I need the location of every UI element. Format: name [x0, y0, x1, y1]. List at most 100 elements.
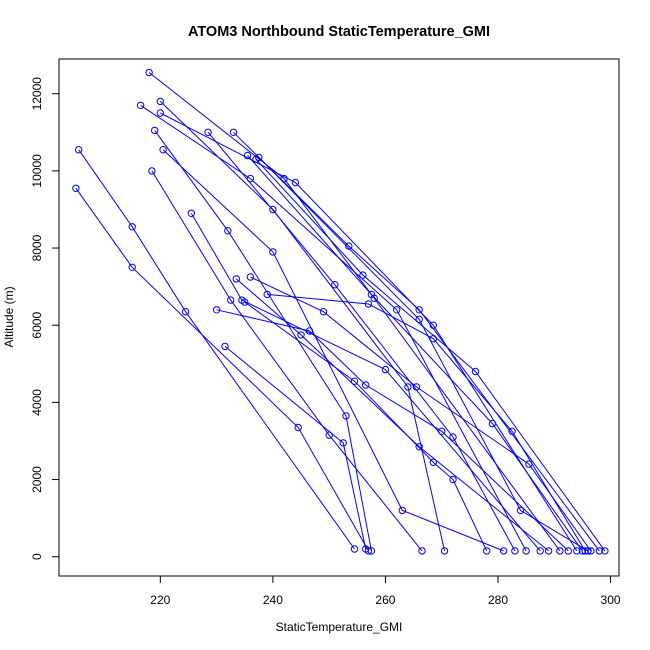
- series-line: [75, 188, 369, 552]
- series-line: [250, 276, 592, 552]
- data-point: [342, 412, 350, 420]
- series-line: [151, 170, 423, 552]
- y-tick-label: 4000: [30, 389, 44, 416]
- data-point: [269, 248, 277, 256]
- data-point: [398, 506, 406, 515]
- data-point: [221, 342, 229, 351]
- y-tick-label: 6000: [30, 312, 44, 339]
- data-point: [393, 306, 401, 314]
- series-19: [246, 273, 595, 555]
- data-point: [367, 290, 376, 299]
- data-point: [556, 547, 564, 555]
- y-tick-label: 2000: [30, 466, 44, 493]
- data-point: [145, 68, 153, 77]
- series-8: [159, 146, 508, 555]
- data-point: [128, 223, 136, 231]
- series-line: [148, 72, 561, 552]
- data-point: [429, 458, 437, 466]
- series-line: [159, 101, 445, 552]
- data-point: [263, 290, 271, 299]
- data-point: [573, 547, 581, 555]
- series-18: [232, 275, 553, 555]
- series-line: [207, 131, 516, 552]
- series-line: [216, 309, 569, 552]
- series-21: [241, 298, 491, 555]
- data-point: [449, 475, 457, 484]
- series-1: [75, 146, 359, 553]
- y-tick-label: 0: [30, 553, 44, 560]
- chart-title: ATOM3 Northbound StaticTemperature_GMI: [188, 24, 490, 40]
- series-5: [156, 97, 449, 555]
- y-tick-label: 8000: [30, 234, 44, 261]
- data-point: [404, 383, 412, 391]
- series-line: [140, 104, 527, 552]
- data-point: [359, 271, 367, 279]
- data-point: [350, 545, 359, 553]
- data-point: [294, 423, 302, 432]
- data-point: [499, 547, 508, 555]
- data-point: [305, 327, 314, 335]
- data-point: [429, 335, 437, 343]
- series-2: [72, 184, 373, 555]
- y-axis-label: Altitude (m): [2, 286, 16, 347]
- x-tick-label: 220: [150, 593, 170, 607]
- data-point: [229, 128, 238, 137]
- data-point: [522, 547, 530, 555]
- data-point: [483, 547, 491, 555]
- data-point: [331, 281, 339, 289]
- data-point: [601, 547, 609, 555]
- data-point: [243, 151, 252, 160]
- data-point: [350, 377, 359, 385]
- data-point: [471, 367, 480, 376]
- data-point: [75, 146, 83, 154]
- data-point: [381, 365, 390, 374]
- series-6: [156, 109, 581, 555]
- data-point: [255, 153, 263, 162]
- data-point: [269, 205, 277, 214]
- series-17: [212, 306, 572, 555]
- data-point: [415, 443, 423, 451]
- data-point: [148, 167, 156, 175]
- data-point: [297, 331, 305, 339]
- x-axis: 220 240 260 280 300: [150, 575, 621, 607]
- series-line: [154, 130, 372, 551]
- data-point: [151, 126, 159, 135]
- series-11: [204, 128, 519, 555]
- data-point: [412, 383, 421, 391]
- data-point: [415, 306, 423, 314]
- series-line: [267, 293, 586, 552]
- data-point: [291, 178, 300, 187]
- series-line: [255, 158, 606, 552]
- data-point: [156, 97, 165, 106]
- series-13: [243, 151, 587, 555]
- data-point: [72, 184, 80, 193]
- series-7: [151, 126, 376, 555]
- series-line: [224, 346, 367, 550]
- data-point: [595, 547, 603, 555]
- data-point: [587, 547, 595, 555]
- data-point: [156, 109, 165, 117]
- data-point: [564, 547, 572, 555]
- data-point: [415, 315, 423, 324]
- y-tick-label: 10000: [30, 154, 44, 188]
- data-point: [516, 506, 525, 515]
- data-point: [440, 547, 449, 555]
- x-tick-label: 280: [488, 593, 508, 607]
- data-point: [508, 427, 516, 435]
- data-point: [339, 439, 347, 447]
- series-line: [162, 149, 504, 552]
- series-line: [160, 112, 578, 552]
- data-point: [362, 381, 370, 389]
- series-line: [244, 301, 488, 552]
- series-layer: [72, 68, 609, 555]
- data-point: [438, 427, 446, 435]
- series-15: [255, 153, 592, 555]
- series-9: [148, 167, 426, 555]
- data-point: [246, 273, 255, 281]
- data-point: [159, 146, 167, 154]
- series-14: [252, 155, 609, 555]
- data-point: [511, 547, 519, 555]
- data-point: [319, 308, 328, 316]
- series-3: [145, 68, 564, 555]
